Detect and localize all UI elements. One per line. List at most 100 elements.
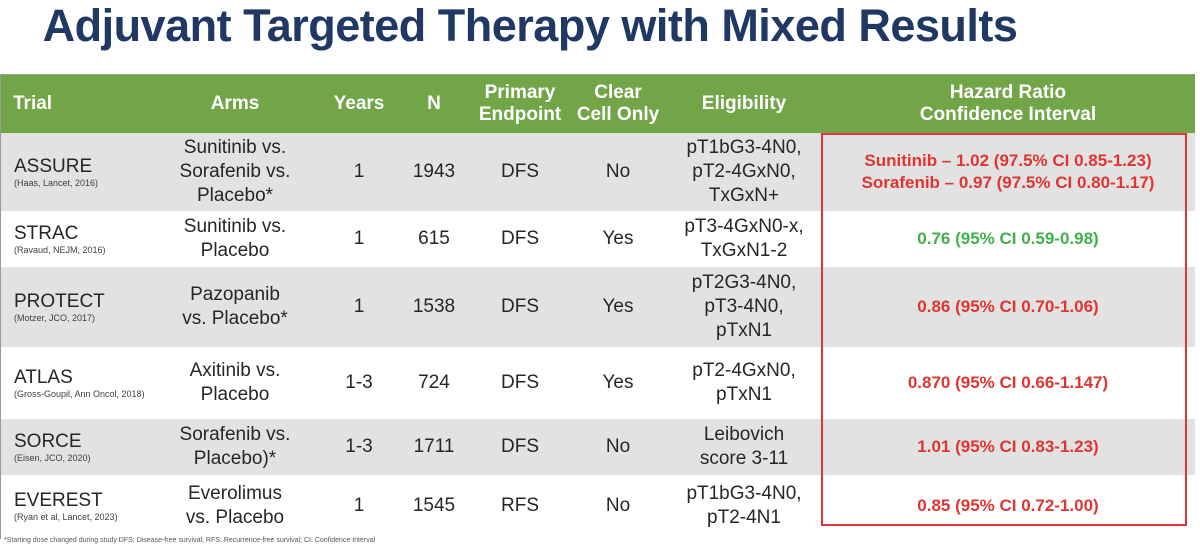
cell-arms-line: vs. Placebo* [182, 308, 288, 329]
cell-eligibility-line: pTxN1 [716, 384, 772, 405]
cell-years: 1 [321, 475, 397, 537]
cell-clear-cell-only: No [569, 475, 667, 537]
trial-reference: (Gross-Goupil, Ann Oncol, 2018) [14, 388, 145, 399]
trial-name: EVEREST [14, 489, 103, 511]
cell-arms-line: Everolimus [188, 483, 282, 504]
cell-arms-line: Pazopanib [190, 284, 280, 305]
cell-n: 724 [397, 347, 471, 419]
cell-hazard-ratio: Sunitinib – 1.02 (97.5% CI 0.85-1.23) Sor… [821, 133, 1195, 211]
cell-trial: STRAC (Ravaud, NEJM, 2016) [1, 211, 149, 267]
cell-clear-cell-only: No [569, 419, 667, 475]
hazard-ratio-value: 1.01 (95% CI 0.83-1.23) [917, 437, 1099, 456]
hazard-ratio-value: 0.86 (95% CI 0.70-1.06) [917, 297, 1099, 316]
trial-reference: (Ryan et al, Lancet, 2023) [14, 511, 118, 522]
header-eligibility: Eligibility [667, 75, 821, 133]
trial-reference: (Ravaud, NEJM, 2016) [14, 244, 106, 255]
cell-n: 1545 [397, 475, 471, 537]
cell-years: 1 [321, 211, 397, 267]
cell-arms: Sorafenib vs. Placebo)* [149, 419, 321, 475]
header-trial: Trial [1, 75, 149, 133]
cell-hazard-ratio: 0.870 (95% CI 0.66-1.147) [821, 347, 1195, 419]
cell-eligibility-line: pT1bG3-4N0, [686, 483, 802, 504]
cell-hazard-ratio: 1.01 (95% CI 0.83-1.23) [821, 419, 1195, 475]
cell-trial: PROTECT (Motzer, JCO, 2017) [1, 267, 149, 347]
hazard-ratio-value: Sunitinib – 1.02 (97.5% CI 0.85-1.23) [864, 151, 1152, 170]
cell-arms: Axitinib vs. Placebo [149, 347, 321, 419]
cell-arms-line: Placebo* [196, 185, 274, 206]
header-primary-endpoint-line1: Primary [484, 82, 556, 103]
trial-name: ATLAS [14, 366, 73, 388]
cell-arms: Everolimus vs. Placebo [149, 475, 321, 537]
table-row: SORCE (Eisen, JCO, 2020) Sorafenib vs. Plac… [1, 419, 1195, 475]
cell-n: 1711 [397, 419, 471, 475]
cell-trial: ASSURE (Haas, Lancet, 2016) [1, 133, 149, 211]
header-years: Years [321, 75, 397, 133]
hazard-ratio-value: 0.870 (95% CI 0.66-1.147) [907, 373, 1109, 392]
cell-primary-endpoint: DFS [471, 419, 569, 475]
cell-arms-line: Placebo)* [193, 448, 277, 469]
cell-hazard-ratio: 0.76 (95% CI 0.59-0.98) [821, 211, 1195, 267]
cell-primary-endpoint: DFS [471, 267, 569, 347]
trial-name: PROTECT [14, 290, 105, 312]
cell-clear-cell-only: No [569, 133, 667, 211]
trials-table-container: Trial Arms Years N Primary Endpoint Clea… [0, 74, 1195, 539]
cell-primary-endpoint: DFS [471, 211, 569, 267]
header-primary-endpoint-line2: Endpoint [478, 104, 562, 125]
cell-eligibility: pT2G3-4N0, pT3-4N0, pTxN1 [667, 267, 821, 347]
cell-n: 1538 [397, 267, 471, 347]
cell-arms-line: Placebo [200, 240, 270, 261]
cell-trial: SORCE (Eisen, JCO, 2020) [1, 419, 149, 475]
cell-eligibility-line: pTxN1 [716, 320, 772, 341]
cell-hazard-ratio: 0.85 (95% CI 0.72-1.00) [821, 475, 1195, 537]
cell-eligibility-line: pT2G3-4N0, [691, 272, 797, 293]
cell-eligibility-line: TxGxN+ [708, 185, 780, 206]
cell-primary-endpoint: DFS [471, 133, 569, 211]
cell-arms-line: Sunitinib vs. [183, 137, 287, 158]
trial-reference: (Eisen, JCO, 2020) [14, 452, 91, 463]
cell-eligibility: pT1bG3-4N0, pT2-4N1 [667, 475, 821, 537]
table-row: ATLAS (Gross-Goupil, Ann Oncol, 2018) Axit… [1, 347, 1195, 419]
cell-eligibility-line: pT2-4N1 [707, 507, 781, 528]
cell-arms-line: Sorafenib vs. [179, 424, 291, 445]
cell-eligibility-line: TxGxN1-2 [700, 240, 788, 261]
header-primary-endpoint: Primary Endpoint [471, 75, 569, 133]
cell-arms-line: vs. Placebo [185, 507, 285, 528]
cell-arms-line: Sorafenib vs. [179, 161, 291, 182]
trial-reference: (Motzer, JCO, 2017) [14, 312, 96, 323]
cell-years: 1-3 [321, 419, 397, 475]
cell-trial: EVEREST (Ryan et al, Lancet, 2023) [1, 475, 149, 537]
cell-arms: Pazopanib vs. Placebo* [149, 267, 321, 347]
table-row: EVEREST (Ryan et al, Lancet, 2023) Everoli… [1, 475, 1195, 537]
cell-years: 1-3 [321, 347, 397, 419]
cell-clear-cell-only: Yes [569, 347, 667, 419]
cell-arms: Sunitinib vs. Sorafenib vs. Placebo* [149, 133, 321, 211]
cell-eligibility-line: pT2-4GxN0, [692, 161, 796, 182]
cell-arms-line: Placebo [200, 384, 270, 405]
header-clear-cell-line2: Cell Only [576, 104, 660, 125]
cell-clear-cell-only: Yes [569, 211, 667, 267]
cell-eligibility: pT3-4GxN0-x, TxGxN1-2 [667, 211, 821, 267]
cell-eligibility-line: score 3-11 [699, 448, 789, 469]
header-hazard-ratio: Hazard Ratio Confidence Interval [821, 75, 1195, 133]
cell-eligibility: Leibovich score 3-11 [667, 419, 821, 475]
cell-arms-line: Axitinib vs. [189, 360, 281, 381]
trials-table: Trial Arms Years N Primary Endpoint Clea… [1, 75, 1195, 537]
cell-eligibility-line: pT3-4N0, [704, 296, 784, 317]
slide-title: Adjuvant Targeted Therapy with Mixed Res… [42, 0, 1018, 51]
cell-eligibility-line: pT2-4GxN0, [692, 360, 796, 381]
cell-arms: Sunitinib vs. Placebo [149, 211, 321, 267]
header-n: N [397, 75, 471, 133]
header-hazard-ratio-line2: Confidence Interval [919, 104, 1097, 125]
table-row: PROTECT (Motzer, JCO, 2017) Pazopanib vs. P… [1, 267, 1195, 347]
table-header-row: Trial Arms Years N Primary Endpoint Clea… [1, 75, 1195, 133]
cell-eligibility-line: pT3-4GxN0-x, [684, 216, 804, 237]
cell-years: 1 [321, 267, 397, 347]
footnote: *Starting dose changed during study DFS:… [4, 537, 376, 544]
trial-name: ASSURE [14, 155, 93, 177]
trial-name: STRAC [14, 222, 79, 244]
trial-name: SORCE [14, 430, 82, 452]
cell-primary-endpoint: DFS [471, 347, 569, 419]
hazard-ratio-value: Sorafenib – 0.97 (97.5% CI 0.80-1.17) [861, 173, 1155, 192]
cell-n: 615 [397, 211, 471, 267]
cell-trial: ATLAS (Gross-Goupil, Ann Oncol, 2018) [1, 347, 149, 419]
